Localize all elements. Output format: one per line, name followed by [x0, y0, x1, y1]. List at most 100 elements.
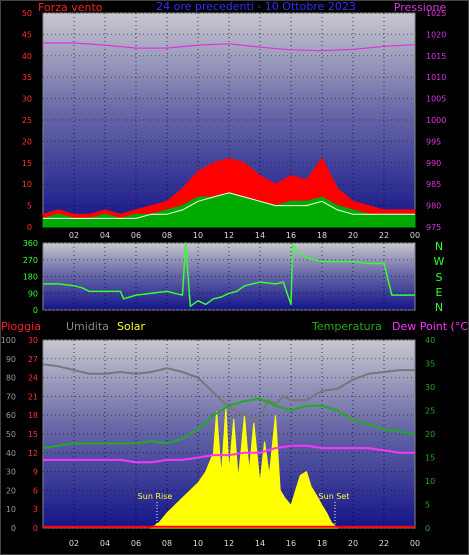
- pressure-tick: 985: [426, 180, 441, 189]
- rain-tick: 15: [28, 430, 38, 439]
- wind-axis-ticks: 0510152025303540455097598098599099510001…: [22, 9, 447, 240]
- direction-line: [43, 242, 415, 308]
- weather-x-tick: 22: [379, 539, 389, 548]
- weather-series: [42, 363, 416, 529]
- rain-tick: 30: [28, 336, 38, 345]
- wind-speed-tick: 35: [22, 73, 32, 82]
- temperature-tick: 20: [425, 430, 435, 439]
- humidity-tick: 30: [6, 468, 16, 477]
- rain-tick: 18: [28, 411, 38, 420]
- humidity-tick: 0: [11, 524, 16, 533]
- temperature-tick: 15: [425, 454, 435, 463]
- wind-x-tick: 18: [317, 231, 327, 240]
- wind-x-tick: 22: [379, 231, 389, 240]
- rain-tick: 24: [28, 374, 38, 383]
- wind-x-tick: 10: [193, 231, 203, 240]
- weather-x-tick: 14: [255, 539, 265, 548]
- direction-tick: 90: [28, 289, 38, 298]
- weather-x-tick: 18: [317, 539, 327, 548]
- chart-title: 24 ore precedenti - 10 Ottobre 2023: [156, 0, 356, 13]
- rain-tick: 6: [33, 486, 38, 495]
- wind-speed-tick: 25: [22, 116, 32, 125]
- wind-speed-tick: 40: [22, 52, 32, 61]
- wind-x-tick: 20: [348, 231, 358, 240]
- weather-axis-ticks: 0102030405060708090100036912151821242730…: [1, 336, 435, 548]
- pressure-tick: 1025: [426, 9, 446, 18]
- rain-axis-title: Pioggia: [1, 320, 41, 333]
- pressure-tick: 980: [426, 202, 441, 211]
- pressure-tick: 1000: [426, 116, 446, 125]
- humidity-tick: 90: [6, 355, 16, 364]
- wind-series: [42, 42, 416, 228]
- temperature-tick: 0: [425, 524, 430, 533]
- sunrise-label: Sun Rise: [138, 492, 173, 501]
- wind-speed-tick: 0: [27, 223, 32, 232]
- humidity-axis-title: Umidita: [66, 320, 109, 333]
- rain-tick: 0: [33, 524, 38, 533]
- direction-tick: 270: [23, 256, 38, 265]
- dewpoint-axis-title: Dew Point (°C): [392, 320, 469, 333]
- humidity-tick: 50: [6, 430, 16, 439]
- pressure-tick: 995: [426, 137, 441, 146]
- rain-tick: 3: [33, 505, 38, 514]
- temperature-tick: 5: [425, 501, 430, 510]
- wind-speed-tick: 45: [22, 30, 32, 39]
- direction-tick: 360: [23, 239, 38, 248]
- weather-x-tick: 06: [131, 539, 141, 548]
- compass-label-s: S: [436, 271, 443, 284]
- pressure-tick: 1005: [426, 95, 446, 104]
- humidity-tick: 100: [1, 336, 16, 345]
- wind-avg-line: [43, 192, 415, 219]
- wind-speed-tick: 15: [22, 159, 32, 168]
- humidity-tick: 60: [6, 411, 16, 420]
- wind-x-tick: 04: [100, 231, 110, 240]
- wind-x-tick: 14: [255, 231, 265, 240]
- weather-x-tick: 16: [286, 539, 296, 548]
- weather-x-tick: 00: [410, 539, 420, 548]
- direction-tick: 0: [33, 306, 38, 315]
- wind-speed-tick: 20: [22, 137, 32, 146]
- wind-x-tick: 16: [286, 231, 296, 240]
- direction-plot-area: [42, 242, 416, 311]
- direction-axis-ticks: 0 90 180 270 360: [23, 239, 38, 315]
- dewpoint-line: [43, 444, 415, 464]
- pressure-line: [43, 42, 416, 52]
- rain-tick: 9: [33, 468, 38, 477]
- pressure-tick: 1015: [426, 52, 446, 61]
- pressure-axis-title: Pressione: [394, 1, 447, 14]
- wind-x-tick: 02: [69, 231, 79, 240]
- pressure-tick: 975: [426, 223, 441, 232]
- rain-tick: 12: [28, 449, 38, 458]
- rain-tick: 21: [28, 392, 38, 401]
- temperature-tick: 30: [425, 383, 435, 392]
- temperature-tick: 25: [425, 407, 435, 416]
- temperature-tick: 40: [425, 336, 435, 345]
- humidity-tick: 80: [6, 374, 16, 383]
- sunset-label: Sun Set: [319, 492, 350, 501]
- pressure-tick: 1020: [426, 30, 446, 39]
- wind-x-tick: 00: [410, 231, 420, 240]
- weather-x-tick: 02: [69, 539, 79, 548]
- temperature-tick: 10: [425, 477, 435, 486]
- temperature-axis-title: Temperatura: [311, 320, 382, 333]
- humidity-tick: 40: [6, 449, 16, 458]
- wind-x-tick: 12: [224, 231, 234, 240]
- humidity-line: [42, 363, 415, 420]
- humidity-tick: 70: [6, 392, 16, 401]
- wind-speed-axis-title: Forza vento: [38, 1, 103, 14]
- solar-area: [149, 407, 339, 529]
- wind-speed-tick: 10: [22, 180, 32, 189]
- wind-speed-tick: 5: [27, 202, 32, 211]
- compass-label-n-top: N: [435, 240, 443, 253]
- compass-label-e: E: [436, 286, 443, 299]
- humidity-tick: 20: [6, 486, 16, 495]
- weather-x-tick: 04: [100, 539, 110, 548]
- direction-series: [43, 242, 415, 308]
- solar-axis-title: Solar: [117, 320, 146, 333]
- wind-x-tick: 06: [131, 231, 141, 240]
- direction-tick: 180: [23, 273, 38, 282]
- weather-x-tick: 20: [348, 539, 358, 548]
- wind-speed-tick: 50: [22, 9, 32, 18]
